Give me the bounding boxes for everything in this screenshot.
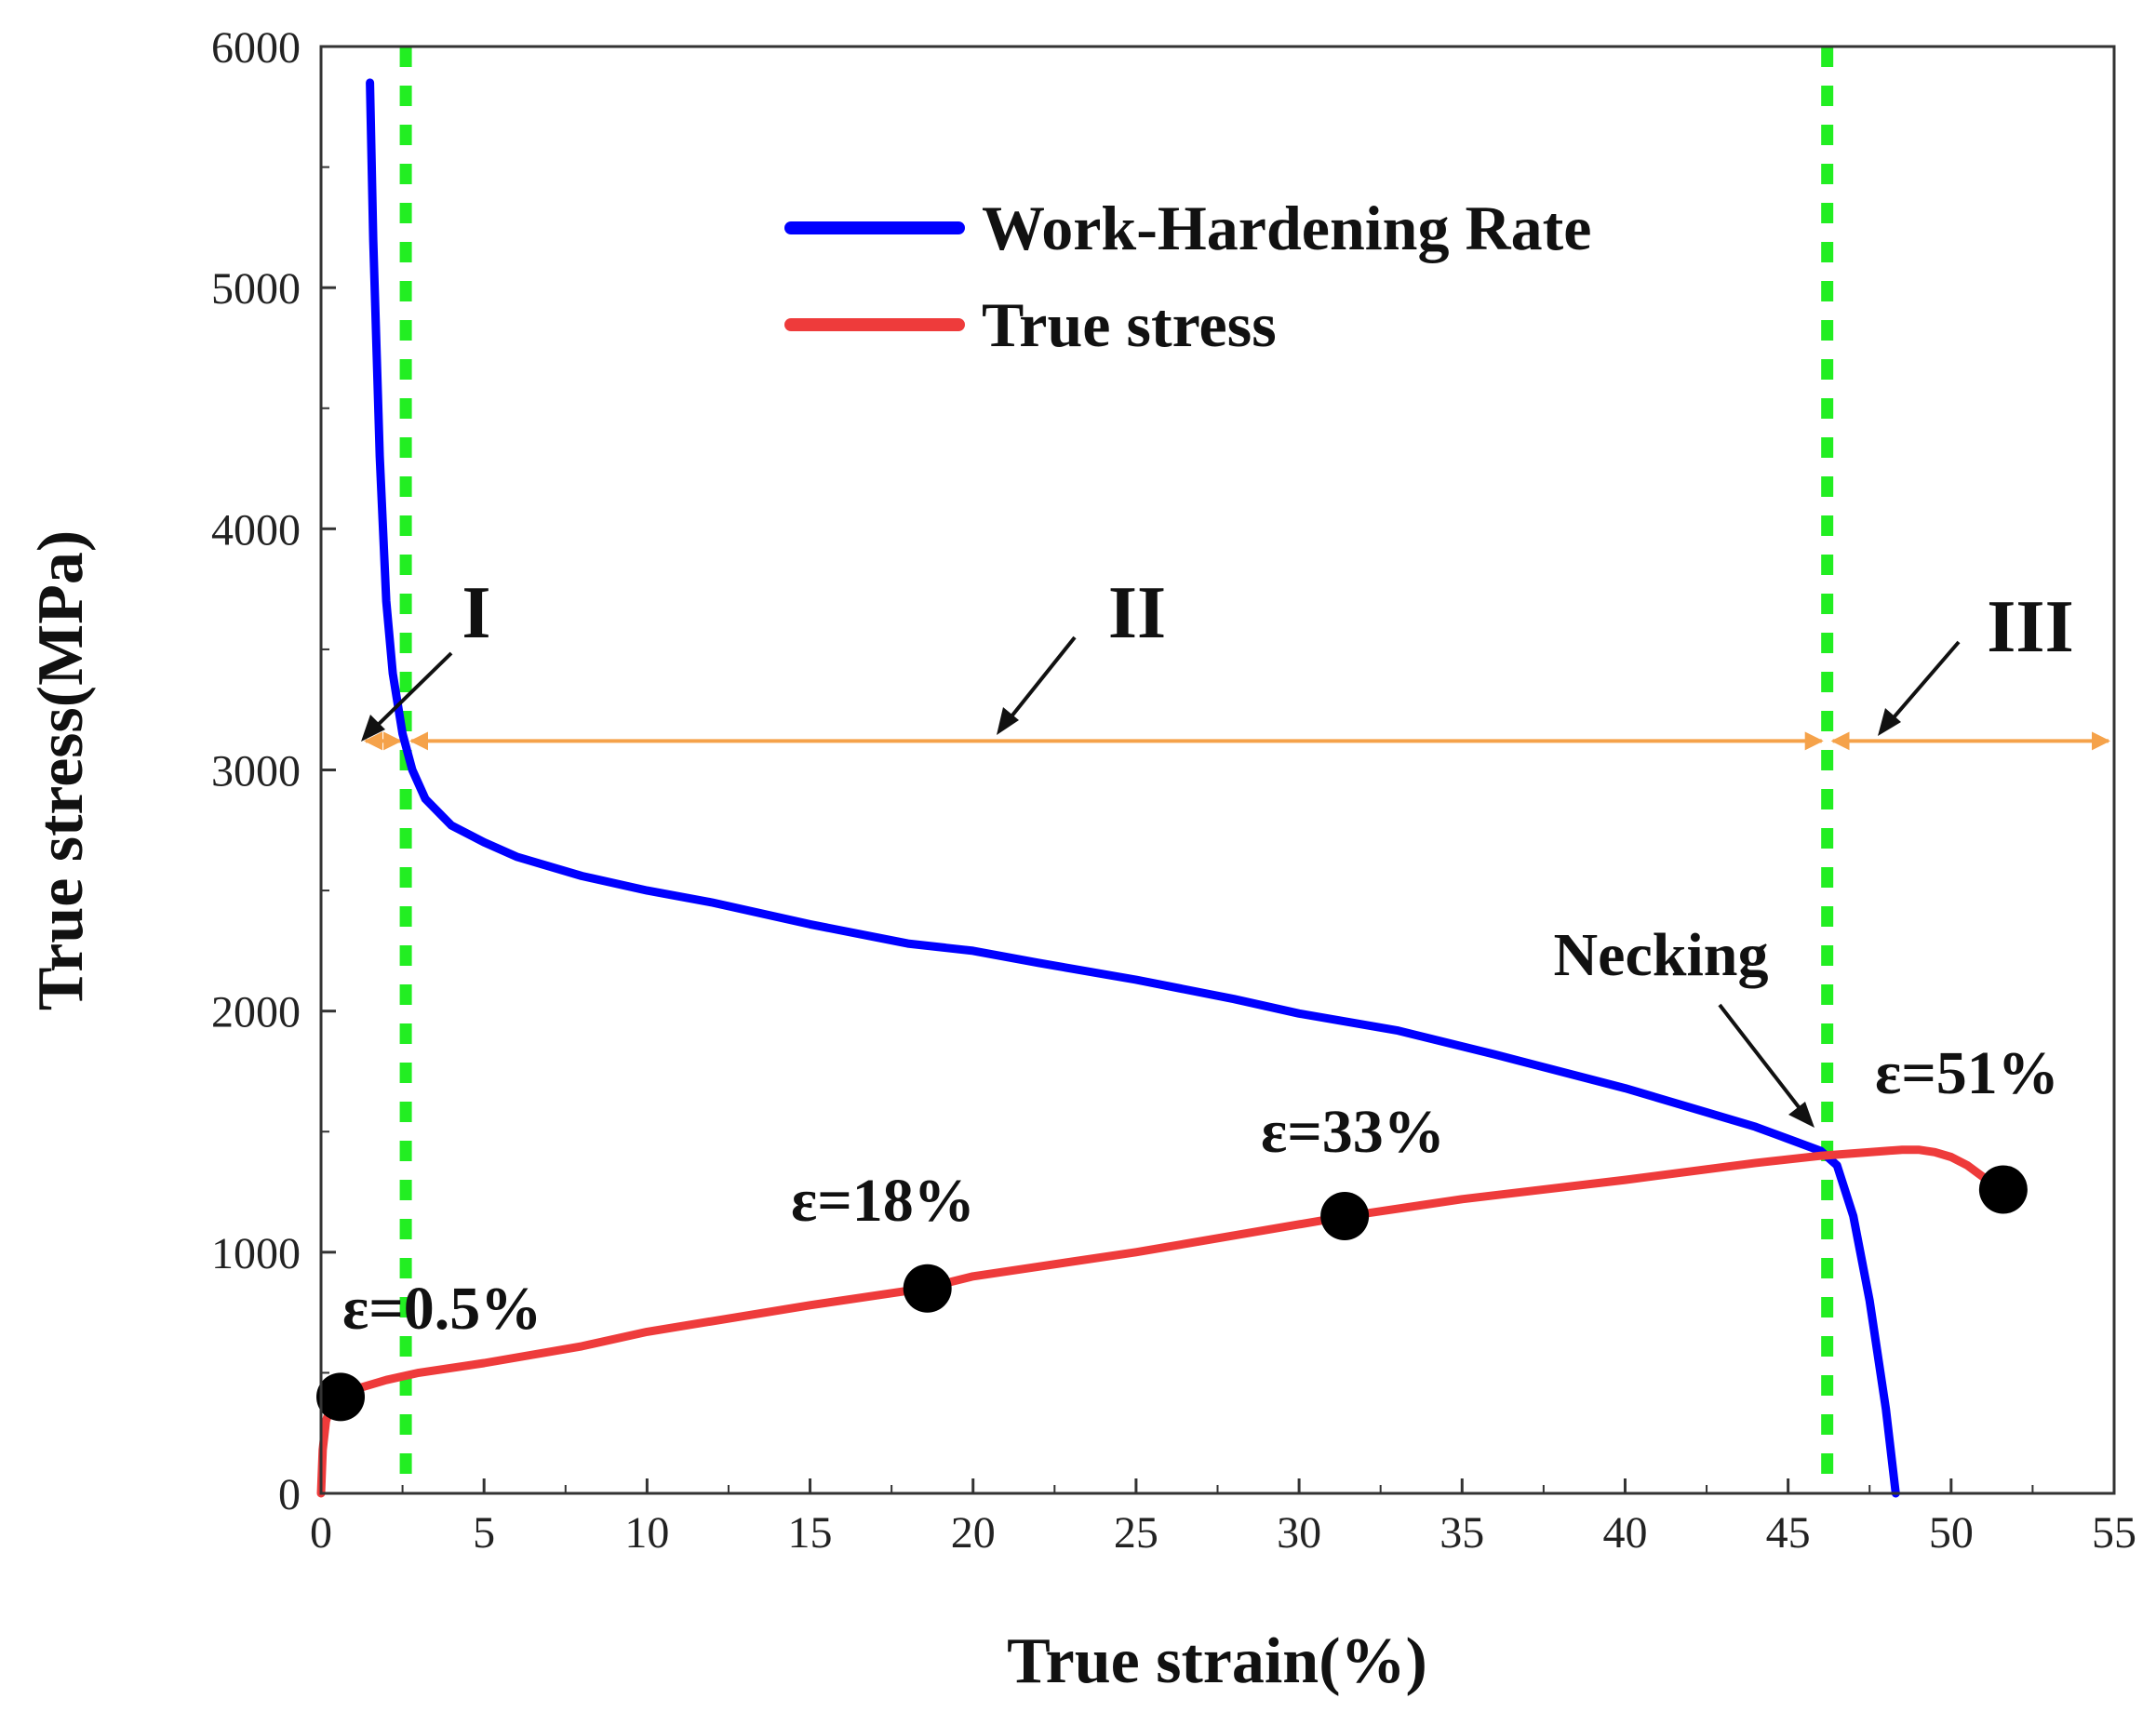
y-tick-label-0: 0: [278, 1470, 301, 1519]
region-arrowhead-iii: [1878, 708, 1901, 736]
region-label-iii: III: [1987, 586, 2073, 668]
y-tick-label-1: 1000: [211, 1229, 301, 1278]
plot-area: [321, 47, 2114, 1493]
region-label-i: I: [462, 572, 490, 654]
point-label-0: ε=0.5%: [342, 1275, 542, 1343]
x-tick-label-3: 15: [788, 1508, 833, 1558]
strain-point-3: [1978, 1165, 2028, 1214]
region-label-ii: II: [1108, 572, 1166, 654]
x-tick-label-7: 35: [1440, 1508, 1484, 1558]
x-tick-label-9: 45: [1766, 1508, 1811, 1558]
region-arrow-ii: [1006, 635, 1077, 723]
y-tick-label-6: 6000: [211, 23, 301, 73]
x-tick-label-4: 20: [951, 1508, 996, 1558]
strain-point-1: [903, 1264, 952, 1313]
x-axis-title: True strain(%): [1007, 1625, 1427, 1697]
y-tick-label-4: 4000: [211, 505, 301, 555]
strain-point-0: [316, 1372, 366, 1422]
region-arrow-i: [370, 651, 453, 732]
x-tick-label-1: 5: [473, 1508, 495, 1558]
strain-point-2: [1320, 1191, 1370, 1240]
y-axis-title: True stress(MPa): [25, 530, 97, 1010]
necking-arrowhead: [1788, 1102, 1815, 1128]
y-tick-label-3: 3000: [211, 747, 301, 796]
y-tick-label-5: 5000: [211, 264, 301, 314]
point-label-3: ε=51%: [1875, 1039, 2059, 1107]
region-arrowhead-i: [361, 715, 385, 742]
x-tick-label-0: 0: [310, 1508, 332, 1558]
necking-arrow: [1718, 1003, 1804, 1114]
legend-label-true-stress: True stress: [982, 289, 1277, 360]
reference-lines: [364, 47, 2110, 1493]
legend: Work-Hardening Rate True stress: [784, 193, 1591, 360]
x-tick-label-11: 55: [2092, 1508, 2136, 1558]
x-tick-label-8: 40: [1602, 1508, 1647, 1558]
axes: 0 5 10 15 20 25 30 35 40 45 50 55 0 1000 2000 3000 4000 5…: [211, 23, 2136, 1558]
points-layer: [316, 1165, 2028, 1422]
region-arrow-iii: [1887, 640, 1961, 725]
region-arrowhead-ii: [997, 707, 1019, 735]
legend-label-work-hardening: Work-Hardening Rate: [982, 193, 1591, 263]
work-hardening-rate-line: [366, 78, 1900, 1498]
x-tick-label-2: 10: [624, 1508, 669, 1558]
x-tick-label-5: 25: [1114, 1508, 1158, 1558]
necking-label: Necking: [1554, 921, 1769, 989]
annotations: I II III Necking ε=0.5% ε=18% ε=33% ε=51…: [342, 572, 2074, 1343]
x-tick-label-6: 30: [1277, 1508, 1321, 1558]
y-tick-label-2: 2000: [211, 988, 301, 1037]
x-tick-label-10: 50: [1929, 1508, 1974, 1558]
point-label-1: ε=18%: [791, 1167, 975, 1235]
point-label-2: ε=33%: [1261, 1098, 1445, 1166]
